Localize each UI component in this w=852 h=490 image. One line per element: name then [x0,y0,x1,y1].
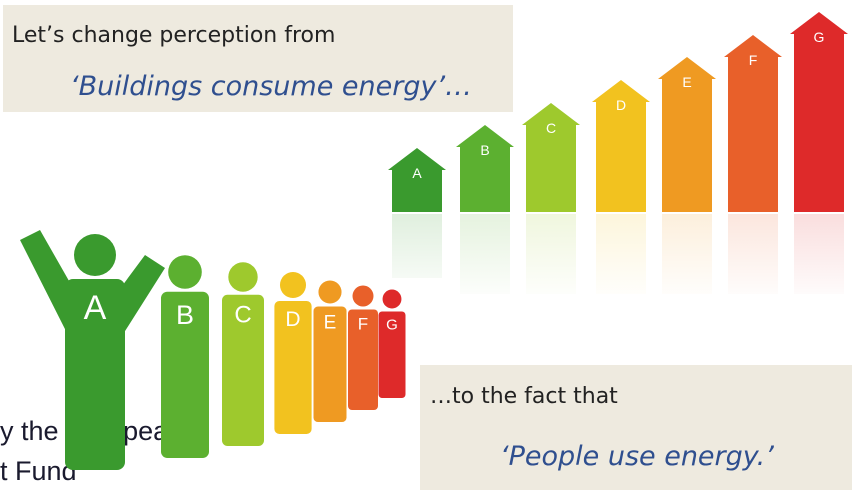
house-label: C [546,120,556,136]
top-box [3,5,513,112]
bottom-box [420,365,852,490]
person-label: C [234,302,251,329]
house-label: E [682,74,691,90]
person-body [222,294,264,446]
person-arms [20,230,165,339]
person-label: A [84,289,107,327]
house [522,103,580,212]
house [724,35,782,212]
house [790,12,848,212]
person-head [279,271,307,299]
person-label: D [285,308,300,331]
bottom-line1: …to the fact that [430,384,618,409]
person-body [348,309,378,410]
person-body [378,311,406,398]
background-text: t Fund [0,456,77,486]
house-label: F [749,52,758,68]
person-body [161,291,209,458]
bottom-line2: ‘People use energy.’ [500,441,774,472]
house [592,80,650,212]
person-label: B [176,300,194,330]
house [388,148,446,212]
house-label: A [412,165,422,181]
house [658,57,716,212]
house [456,125,514,212]
person-head [318,280,342,304]
person-head [352,285,374,307]
person-head [382,289,402,309]
person-head [74,234,116,276]
person-body [274,301,312,434]
house-label: D [616,97,626,113]
person-label: F [358,315,368,334]
top-line1: Let’s change perception from [12,23,335,48]
person-body [65,279,125,470]
person-body [313,306,347,422]
person-head [228,262,258,292]
house-label: B [480,142,489,158]
person-label: G [386,316,398,333]
person-head [168,255,202,289]
top-line2: ‘Buildings consume energy’… [70,71,472,102]
person-label: E [324,313,337,334]
house-label: G [814,29,825,45]
reflection-fade [380,214,852,304]
